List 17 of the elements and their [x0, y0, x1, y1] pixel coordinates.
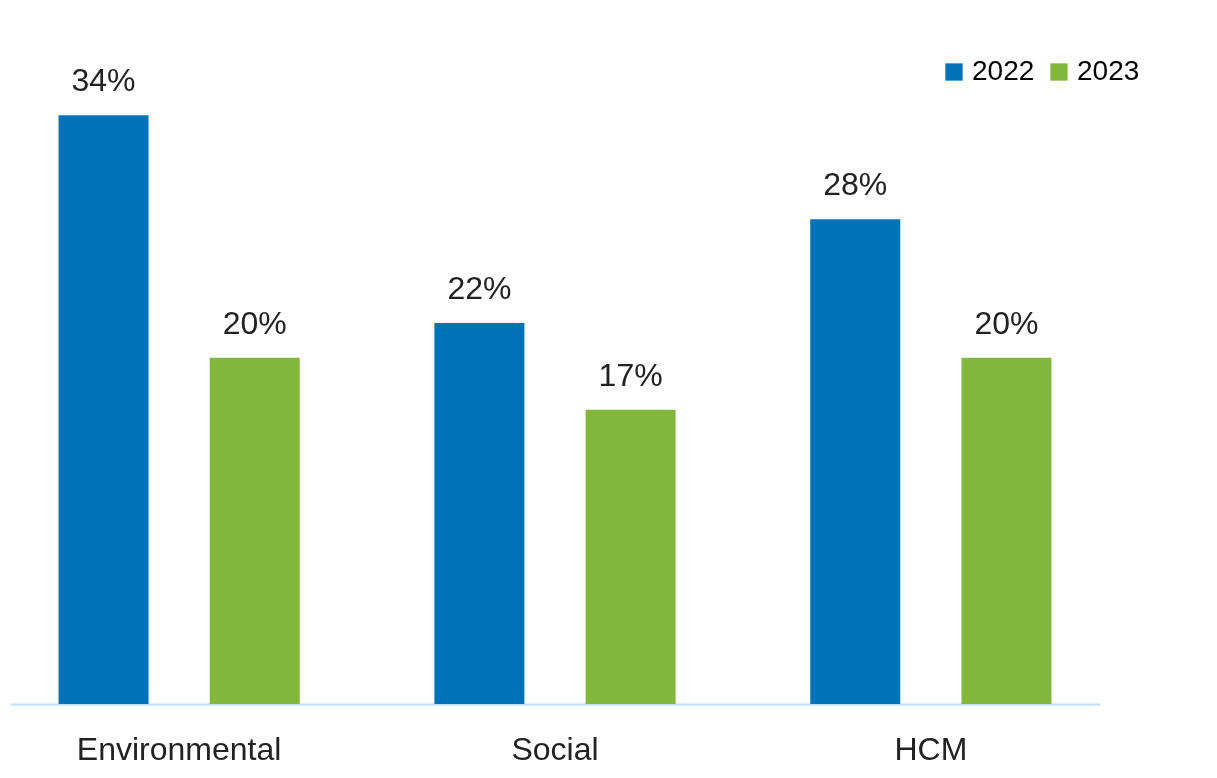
- legend-label: 2022: [972, 55, 1035, 86]
- x-tick-label: HCM: [894, 730, 968, 767]
- bar: [961, 357, 1052, 704]
- bar: [209, 357, 300, 704]
- data-label: 34%: [71, 62, 136, 99]
- data-label: 20%: [974, 304, 1039, 341]
- legend-label: 2023: [1077, 55, 1140, 86]
- data-label: 22%: [447, 270, 512, 307]
- data-label: 17%: [598, 356, 663, 393]
- bar: [585, 409, 676, 704]
- data-label: 20%: [222, 304, 287, 341]
- bar: [810, 219, 901, 704]
- bar: [434, 323, 525, 704]
- bar: [58, 115, 149, 704]
- x-tick-label: Environmental: [76, 730, 282, 767]
- data-label: 28%: [823, 166, 888, 203]
- x-tick-label: Social: [511, 730, 599, 767]
